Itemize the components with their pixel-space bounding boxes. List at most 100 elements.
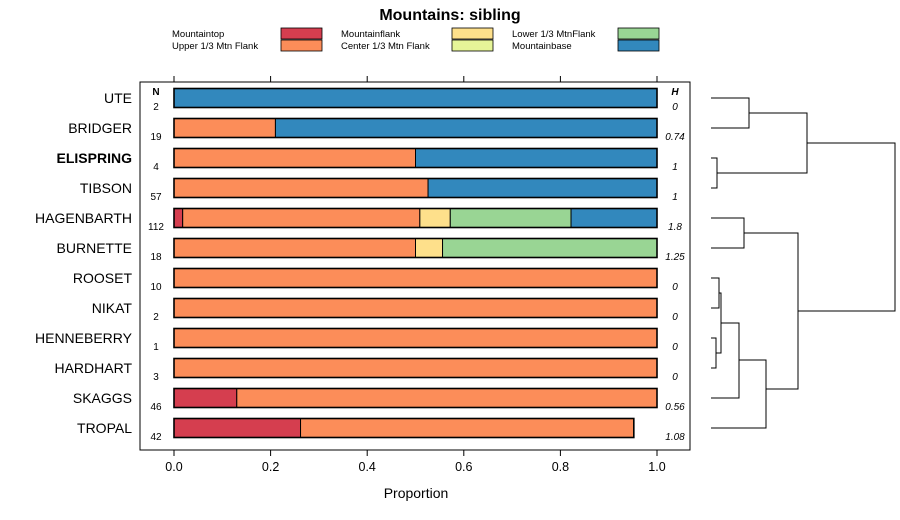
bar-row: HAGENBARTH 112 1.8 (35, 207, 682, 233)
row-label: NIKAT (92, 300, 133, 316)
legend-label: Lower 1/3 MtnFlank (512, 29, 596, 40)
row-n: 1 (153, 342, 159, 353)
legend-swatch (451, 27, 494, 40)
bar-outline (173, 327, 658, 349)
h-header: H (671, 87, 679, 98)
x-axis-label: Proportion (384, 485, 449, 501)
bar-row: ROOSET 10 0 (73, 267, 678, 293)
dendrogram-link (744, 232, 799, 390)
row-h: 0 (672, 372, 678, 383)
bar-outline (173, 417, 635, 439)
dendrogram-link (711, 359, 767, 429)
bar-row: HENNEBERRY 1 0 (35, 327, 678, 353)
row-h: 1.8 (668, 222, 682, 233)
bar-segment (274, 118, 658, 138)
bar-segment (173, 328, 658, 348)
row-h: 1 (672, 162, 678, 173)
row-label: TIBSON (80, 180, 132, 196)
bar-segment (182, 208, 421, 228)
row-n: 3 (153, 372, 159, 383)
row-n: 57 (150, 192, 162, 203)
chart-title: Mountains: sibling (379, 7, 520, 24)
bar-row: BURNETTE 18 1.25 (57, 237, 685, 263)
dendrogram-link (711, 322, 740, 399)
bar-row: HARDHART 3 0 (54, 357, 678, 383)
legend-label: Mountaintop (172, 29, 224, 40)
bar-rows: UTE 2 0 BRIDGER 19 0.74 ELISPRING 4 1 TIBSON 57 1 HA… (35, 87, 685, 443)
x-tick-label: 0.2 (262, 460, 279, 474)
row-n: 46 (150, 402, 162, 413)
x-tick-label: 0.4 (359, 460, 376, 474)
bar-segment (173, 418, 302, 438)
row-n: 18 (150, 252, 162, 263)
row-h: 0 (672, 342, 678, 353)
row-n: 2 (153, 312, 159, 323)
bar-outline (173, 177, 658, 199)
bar-segment (173, 238, 416, 258)
row-label: TROPAL (77, 420, 132, 436)
bar-segment (173, 88, 658, 108)
bar-segment (300, 418, 635, 438)
bar-row: TROPAL 42 1.08 (77, 417, 685, 443)
bar-segment (570, 208, 658, 228)
legend-label: Mountainbase (512, 41, 572, 52)
row-label: HARDHART (54, 360, 132, 376)
legend-label: Upper 1/3 Mtn Flank (172, 41, 258, 52)
row-n: 112 (148, 222, 164, 233)
row-h: 1.25 (665, 252, 685, 263)
bar-segment (419, 208, 451, 228)
row-h: 1.08 (665, 432, 685, 443)
n-header: N (152, 87, 159, 98)
bar-segment (415, 148, 658, 168)
dendrogram-link (798, 142, 896, 312)
row-h: 0 (672, 282, 678, 293)
bar-segment (173, 208, 184, 228)
row-n: 10 (150, 282, 162, 293)
bar-outline (173, 117, 658, 139)
bar-row: UTE 2 0 (104, 87, 678, 113)
row-label: SKAGGS (73, 390, 132, 406)
row-n: 19 (150, 132, 162, 143)
dendrogram (711, 97, 896, 429)
bar-segment (173, 148, 416, 168)
row-label: ELISPRING (57, 150, 133, 166)
legend-swatch (617, 27, 660, 40)
row-label: UTE (104, 90, 132, 106)
bar-segment (173, 298, 658, 318)
row-h: 1 (672, 192, 678, 203)
bar-segment (236, 388, 658, 408)
bar-outline (173, 297, 658, 319)
bar-outline (173, 237, 658, 259)
bar-segment (173, 178, 429, 198)
row-n: 4 (153, 162, 159, 173)
dendrogram-link (711, 97, 750, 129)
dendrogram-link (711, 277, 720, 309)
bar-outline (173, 147, 658, 169)
dendrogram-link (711, 217, 745, 249)
row-h: 0.56 (665, 402, 685, 413)
x-tick-label: 0.0 (165, 460, 182, 474)
legend-label: Center 1/3 Mtn Flank (341, 41, 430, 52)
bar-outline (173, 357, 658, 379)
row-label: BRIDGER (68, 120, 132, 136)
row-h: 0 (672, 312, 678, 323)
row-label: ROOSET (73, 270, 133, 286)
bar-segment (442, 238, 658, 258)
bar-row: NIKAT 2 0 (92, 297, 678, 323)
legend-swatch (617, 39, 660, 52)
row-h: 0.74 (665, 132, 685, 143)
bar-row: ELISPRING 4 1 (57, 147, 678, 173)
legend-label: Mountainflank (341, 29, 400, 40)
bar-outline (173, 87, 658, 109)
bar-row: TIBSON 57 1 (80, 177, 678, 203)
row-label: HAGENBARTH (35, 210, 132, 226)
bar-segment (449, 208, 572, 228)
row-n: 2 (153, 102, 159, 113)
bar-segment (173, 388, 238, 408)
x-tick-label: 0.8 (552, 460, 569, 474)
bar-segment (415, 238, 444, 258)
dendrogram-link (711, 337, 717, 369)
bar-segment (427, 178, 658, 198)
legend-swatch (280, 27, 323, 40)
